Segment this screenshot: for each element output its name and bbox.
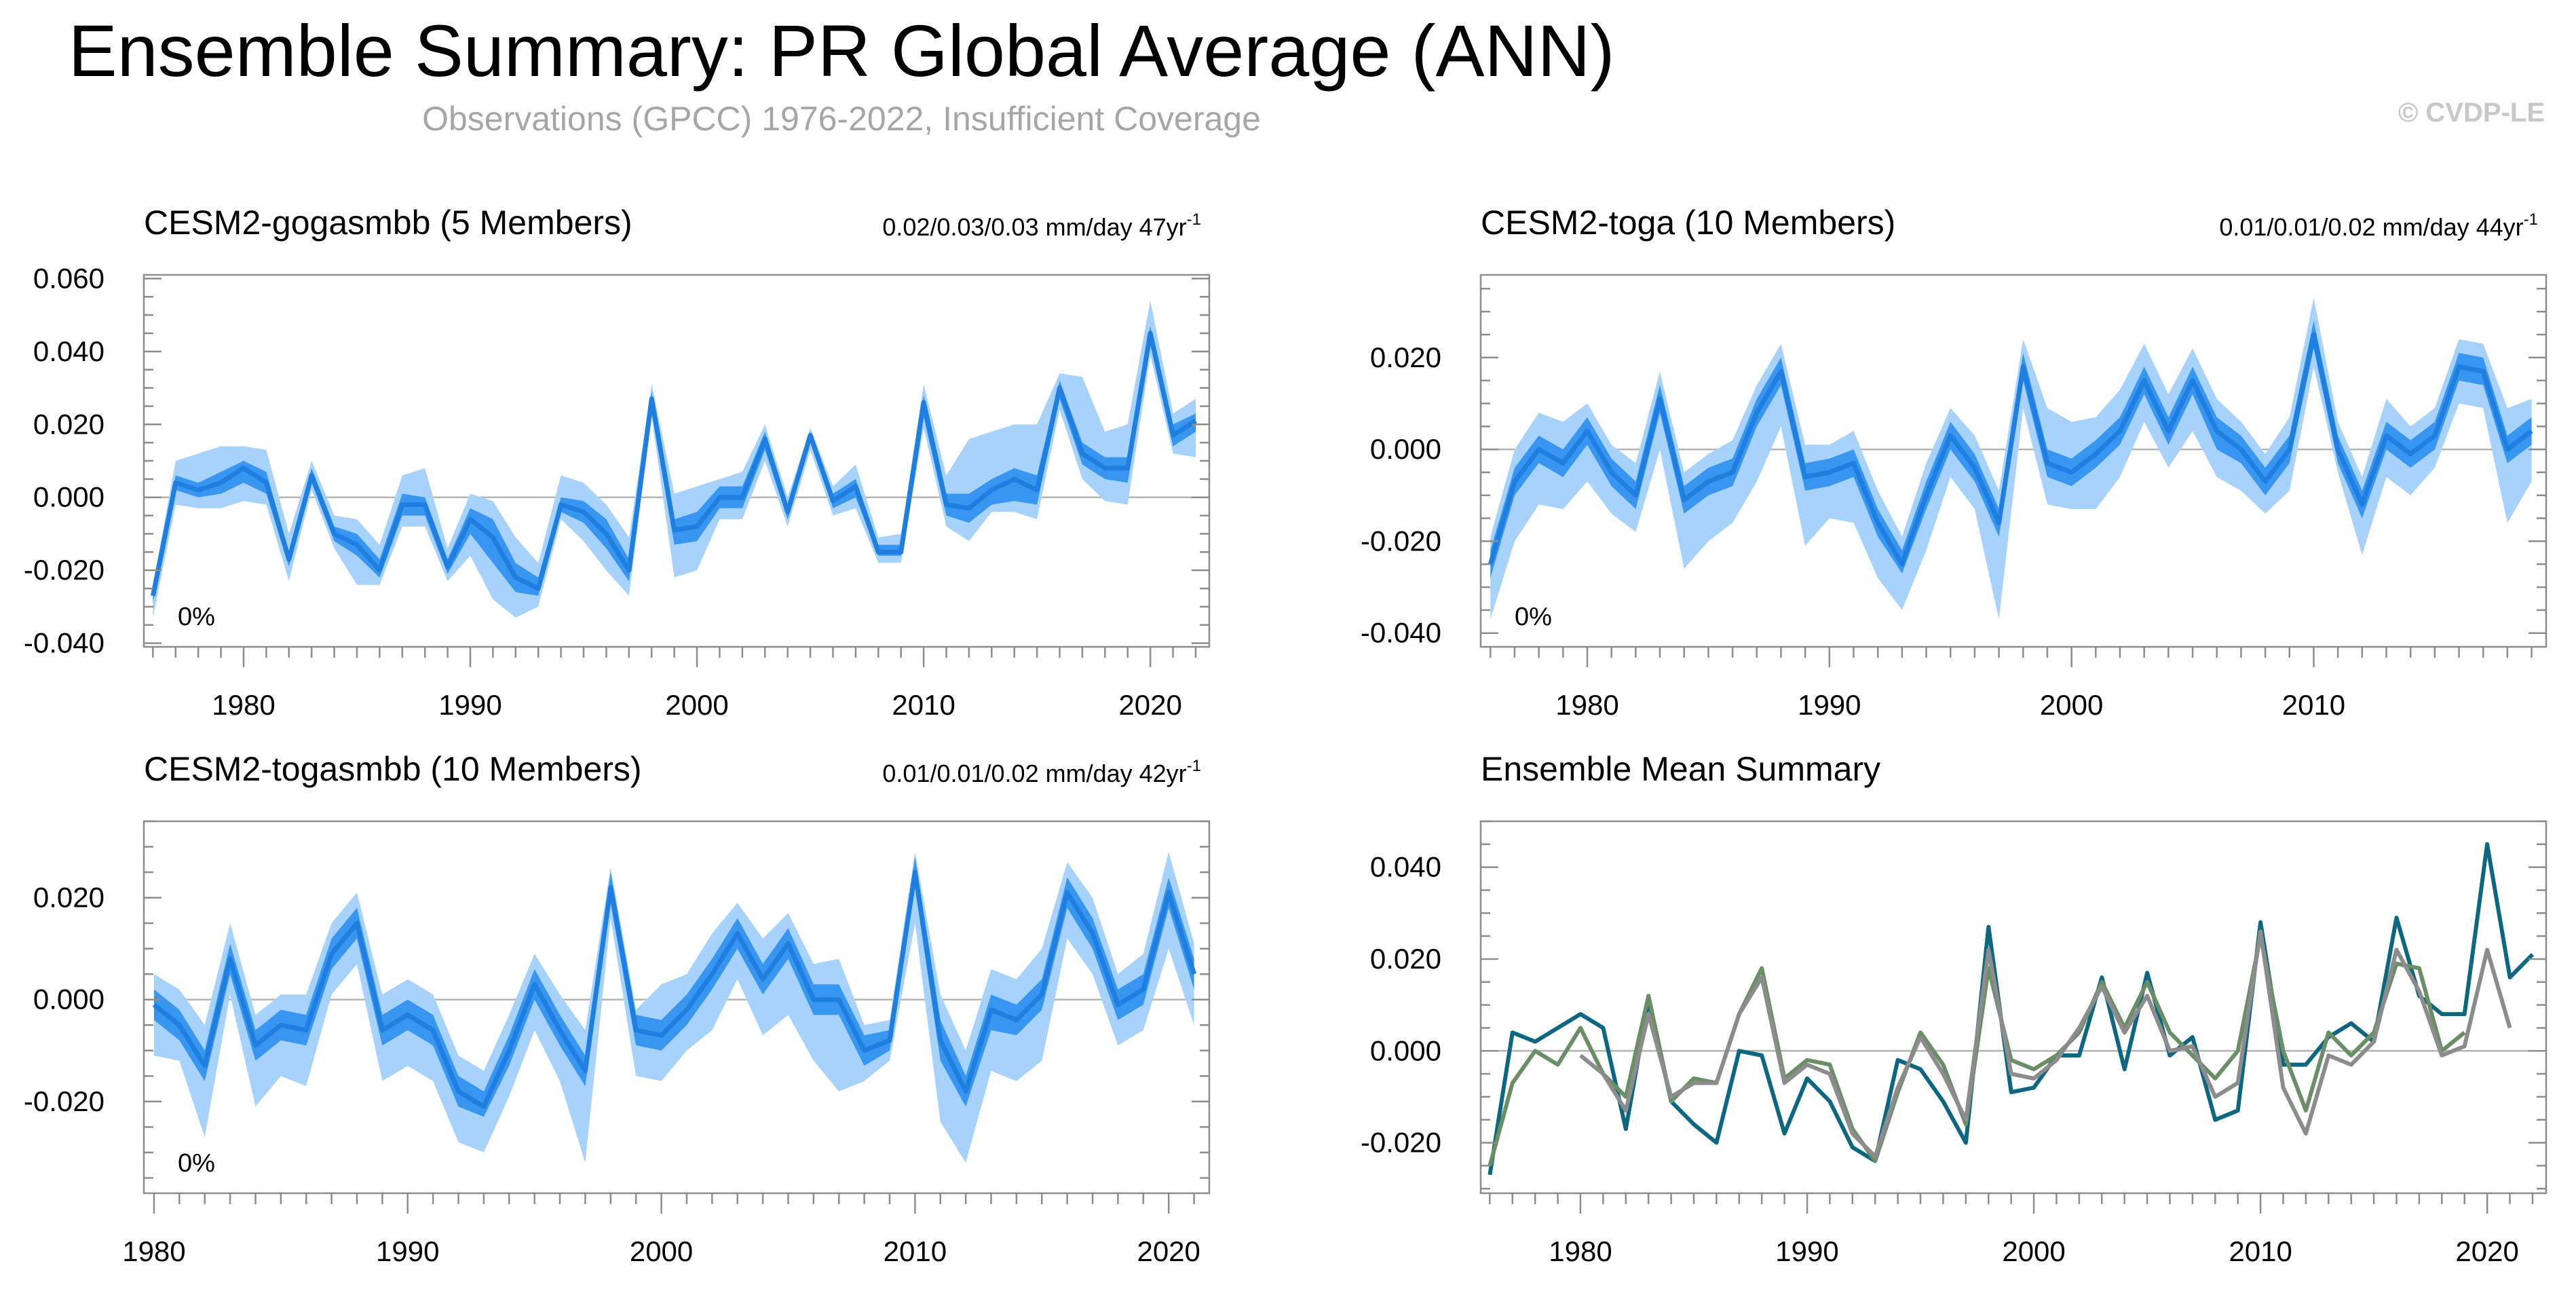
x-tick-label: 1990 (438, 689, 501, 721)
y-tick-label: -0.020 (1361, 1127, 1441, 1159)
ensemble-mean-line (1488, 332, 2533, 567)
panel-stats-sup: -1 (2524, 210, 2538, 229)
page-subtitle: Observations (GPCC) 1976-2022, Insuffici… (422, 100, 1261, 138)
x-tick-label: 1980 (1549, 1235, 1612, 1267)
y-tick-label: 0.020 (33, 882, 105, 914)
x-tick-label: 2020 (1118, 689, 1181, 721)
panel-frame (1479, 820, 2547, 1195)
panel-frame (143, 820, 1211, 1195)
x-tick-label: 2010 (884, 1235, 947, 1267)
x-tick-label: 2010 (2229, 1235, 2292, 1267)
copyright-label: © CVDP-LE (2398, 98, 2545, 128)
panel-title: CESM2-gogasmbb (5 Members) (144, 204, 632, 242)
panel-title: CESM2-togasmbb (10 Members) (144, 750, 642, 788)
x-tick-label: 2010 (2282, 689, 2345, 721)
series-line-cesm2-togasmbb (1579, 929, 2512, 1159)
panel-stats-sup: -1 (1187, 210, 1201, 229)
y-tick-label: 0.000 (33, 481, 105, 513)
y-tick-label: 0.020 (33, 408, 105, 440)
percent-label: 0% (1515, 603, 1552, 631)
x-tick-label: 2000 (2040, 689, 2103, 721)
y-tick-label: -0.040 (1361, 617, 1441, 649)
panel-stats-sup: -1 (1187, 757, 1201, 775)
x-tick-label: 2020 (1137, 1235, 1200, 1267)
data-layer (150, 300, 1197, 618)
y-tick-label: 0.020 (1370, 341, 1441, 373)
y-tick-label: 0.000 (33, 983, 105, 1015)
panel-togasmbb: CESM2-togasmbb (10 Members) 0.01/0.01/0.0… (24, 750, 1211, 1267)
x-tick-label: 2000 (630, 1235, 693, 1267)
y-tick-label: -0.040 (24, 627, 105, 659)
x-tick-label: 1980 (1555, 689, 1618, 721)
x-tick-label: 1990 (376, 1235, 439, 1267)
data-layer (1488, 842, 2535, 1176)
panel-ensemble-mean-summary: Ensemble Mean Summary -0.020 0.000 0.020 0.0… (1361, 750, 2547, 1267)
percent-label: 0% (178, 603, 215, 631)
percent-label: 0% (178, 1149, 215, 1178)
panel-toga: CESM2-toga (10 Members) 0.01/0.01/0.02 mm… (1361, 204, 2547, 721)
panel-gogasmbb: CESM2-gogasmbb (5 Members) 0.02/0.03/0.03… (24, 204, 1211, 721)
x-tick-label: 1980 (122, 1235, 185, 1267)
panel-frame (143, 274, 1211, 648)
panel-title: CESM2-toga (10 Members) (1481, 204, 1895, 242)
panel-stats: 0.01/0.01/0.02 mm/day 44yr-1 (2219, 210, 2538, 241)
panel-stats: 0.02/0.03/0.03 mm/day 47yr-1 (882, 210, 1201, 241)
x-tick-label: 2000 (2002, 1235, 2065, 1267)
panel-stats: 0.01/0.01/0.02 mm/day 42yr-1 (882, 757, 1201, 787)
y-tick-label: 0.020 (1370, 943, 1441, 975)
y-tick-label: 0.000 (1370, 433, 1441, 465)
y-tick-label: 0.000 (1370, 1034, 1441, 1066)
y-tick-label: -0.020 (1361, 525, 1441, 557)
ensemble-mean-line (150, 331, 1197, 597)
x-tick-label: 1980 (212, 689, 275, 721)
page-title: Ensemble Summary: PR Global Average (ANN… (68, 10, 1615, 92)
y-tick-label: 0.040 (33, 335, 105, 367)
y-tick-label: 0.060 (33, 262, 105, 294)
y-tick-label: 0.040 (1370, 851, 1441, 883)
panel-title: Ensemble Mean Summary (1481, 750, 1880, 788)
x-tick-label: 1990 (1775, 1235, 1838, 1267)
panel-frame (1479, 274, 2547, 648)
data-layer (1488, 297, 2533, 620)
data-layer (152, 852, 1196, 1163)
x-tick-label: 2000 (665, 689, 728, 721)
y-tick-label: -0.020 (24, 1085, 105, 1117)
range-band-outer (153, 300, 1196, 618)
x-tick-label: 1990 (1798, 689, 1861, 721)
y-tick-label: -0.020 (24, 554, 105, 586)
x-tick-label: 2020 (2455, 1235, 2518, 1267)
x-tick-label: 2010 (892, 689, 955, 721)
ensemble-mean-line (152, 869, 1196, 1109)
